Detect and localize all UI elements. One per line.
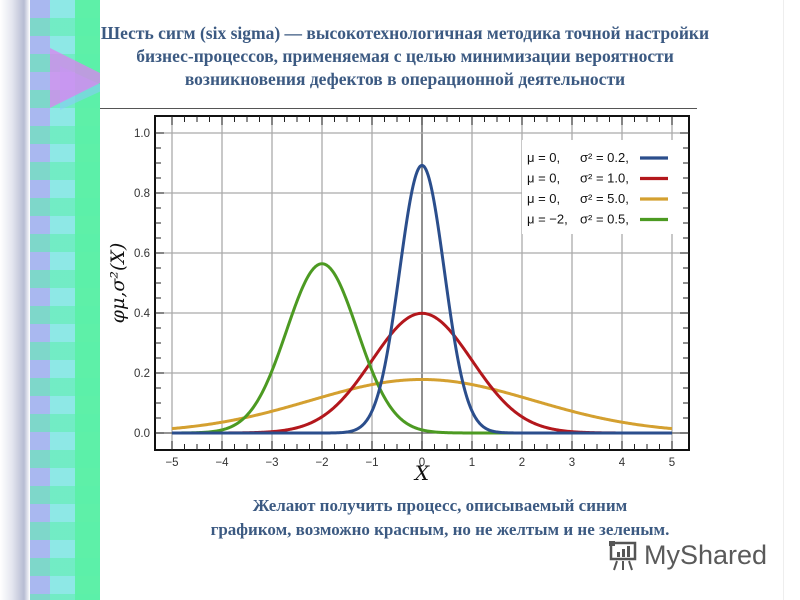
y-tick-label: 0.6 (134, 248, 150, 260)
y-axis-label: φμ,σ²(X) (107, 243, 129, 324)
right-divider (783, 0, 784, 600)
legend-sigma-label: σ² = 1.0, (580, 171, 629, 186)
caption-line-2: графиком, возможно красным, но не желтым… (210, 520, 670, 539)
x-tick-label: −3 (265, 457, 278, 469)
curve-0 (171, 163, 673, 435)
watermark: MyShared (608, 538, 767, 572)
grid (155, 116, 689, 450)
x-tick-label: −2 (315, 457, 328, 469)
x-tick-label: 5 (669, 457, 675, 469)
y-tick-label: 0.4 (134, 308, 151, 320)
legend: μ = 0, σ² = 0.2, μ = 0, σ² = 1.0, μ = 0, σ² =… (522, 140, 682, 234)
normal-distribution-chart: −5 −4 −3 −2 −1 0 1 2 3 4 5 0.0 0.2 0.4 0.6 0.8 1.0 X φμ… (107, 115, 690, 485)
y-axis-label-text: φμ,σ²(X) (107, 243, 129, 324)
slide-caption: Желают получить процесс, описываемый син… (130, 494, 750, 542)
x-tick-label: 4 (619, 457, 626, 469)
triangle-decoration (50, 48, 100, 108)
x-tick-label: 2 (519, 457, 525, 469)
x-tick-label: −5 (165, 457, 178, 469)
curves (171, 163, 673, 435)
curve-2 (171, 377, 673, 431)
decorative-left-strip (0, 0, 100, 600)
legend-mu-label: μ = 0, (527, 191, 560, 206)
x-tick-label: 3 (569, 457, 575, 469)
x-axis-label: X (413, 461, 430, 485)
x-tick-labels: −5 −4 −3 −2 −1 0 1 2 3 4 5 (165, 457, 675, 469)
y-tick-label: 1.0 (134, 128, 150, 140)
watermark-text: MyShared (644, 539, 768, 570)
legend-mu-label: μ = −2, (527, 212, 568, 227)
title-divider (100, 108, 697, 109)
x-tick-label: −4 (215, 457, 229, 469)
chart-panel: −5 −4 −3 −2 −1 0 1 2 3 4 5 0.0 0.2 0.4 0.6 0.8 1.0 X φμ… (100, 110, 697, 490)
left-shade (0, 0, 30, 600)
presentation-board-icon (609, 541, 637, 571)
y-tick-labels: 0.0 0.2 0.4 0.6 0.8 1.0 (134, 128, 151, 440)
x-tick-label: −1 (365, 457, 378, 469)
y-tick-label: 0.0 (134, 428, 150, 440)
title-line-2: бизнес-процессов, применяемая с целью ми… (136, 46, 674, 66)
legend-mu-label: μ = 0, (527, 150, 560, 165)
legend-mu-label: μ = 0, (527, 171, 560, 186)
caption-line-1: Желают получить процесс, описываемый син… (252, 496, 628, 515)
title-line-3: возникновения дефектов в операционной де… (184, 69, 626, 89)
ticks (155, 116, 689, 450)
title-line-1: Шесть сигм (six sigma) — высокотехнологи… (100, 23, 710, 43)
x-tick-label: 0 (419, 457, 425, 469)
slide-title: Шесть сигм (six sigma) — высокотехнологи… (40, 22, 770, 91)
y-tick-label: 0.8 (134, 188, 150, 200)
y-tick-label: 0.2 (134, 368, 150, 380)
legend-sigma-label: σ² = 0.2, (580, 150, 629, 165)
x-tick-label: 1 (469, 457, 475, 469)
legend-sigma-label: σ² = 5.0, (580, 191, 629, 206)
legend-sigma-label: σ² = 0.5, (580, 212, 629, 227)
